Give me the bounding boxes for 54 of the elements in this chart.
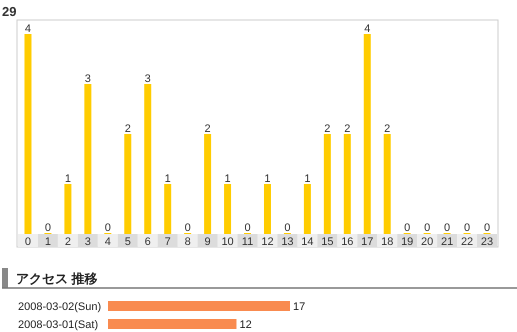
y-tick-label: 2008-03-02(Sun) xyxy=(18,301,102,313)
data-label: 0 xyxy=(404,222,410,234)
data-label: 0 xyxy=(424,222,430,234)
x-tick-label: 15 xyxy=(321,236,334,248)
y-tick-label: 2008-03-01(Sat) xyxy=(18,319,98,331)
x-tick-label: 11 xyxy=(242,236,254,248)
x-tick-label: 10 xyxy=(221,236,234,248)
x-tick-label: 1 xyxy=(44,236,51,248)
data-label: 0 xyxy=(444,222,450,234)
data-label: 2 xyxy=(324,123,330,135)
x-tick-label: 23 xyxy=(480,236,494,248)
x-tick-label: 8 xyxy=(184,236,191,248)
data-label: 0 xyxy=(44,222,51,234)
x-tick-label: 21 xyxy=(440,236,454,248)
data-label: 2 xyxy=(124,123,131,135)
data-label: 0 xyxy=(184,222,191,234)
data-label: 0 xyxy=(104,222,111,234)
data-label: 0 xyxy=(464,222,470,234)
x-tick-label: 7 xyxy=(164,236,171,248)
x-tick-label: 20 xyxy=(421,236,434,248)
data-label: 2 xyxy=(384,123,390,135)
x-tick-label: 17 xyxy=(361,236,374,248)
x-tick-label: 3 xyxy=(84,236,91,248)
data-label: 1 xyxy=(264,173,271,185)
data-label: 17 xyxy=(293,301,306,313)
data-label: 0 xyxy=(284,222,290,234)
x-tick-label: 16 xyxy=(341,236,354,248)
x-tick-label: 6 xyxy=(144,236,151,248)
data-label: 2 xyxy=(344,123,350,135)
data-label: 3 xyxy=(144,73,151,85)
data-label: 0 xyxy=(244,222,251,234)
data-label: 1 xyxy=(64,173,71,185)
data-label: 4 xyxy=(24,23,32,35)
data-label: 2 xyxy=(204,123,211,135)
data-label: 1 xyxy=(304,173,310,185)
data-label: 0 xyxy=(484,222,490,234)
x-tick-label: 13 xyxy=(281,236,294,248)
data-label: 1 xyxy=(224,173,231,185)
x-tick-label: 5 xyxy=(124,236,131,248)
chart-title: アクセス 推移 xyxy=(16,271,98,286)
data-label: 4 xyxy=(364,23,370,35)
data-label: 3 xyxy=(84,73,91,85)
data-label: 12 xyxy=(239,319,252,331)
x-tick-label: 14 xyxy=(301,236,314,248)
x-tick-label: 2 xyxy=(64,236,71,248)
data-label: 1 xyxy=(164,173,171,185)
x-tick-label: 12 xyxy=(261,236,274,248)
x-tick-label: 4 xyxy=(104,236,111,248)
x-tick-label: 18 xyxy=(381,236,394,248)
x-tick-label: 19 xyxy=(401,236,414,248)
x-tick-label: 9 xyxy=(204,236,211,248)
x-tick-label: 0 xyxy=(24,236,32,248)
chart-title: 29 xyxy=(2,4,16,19)
x-tick-label: 22 xyxy=(460,236,474,248)
